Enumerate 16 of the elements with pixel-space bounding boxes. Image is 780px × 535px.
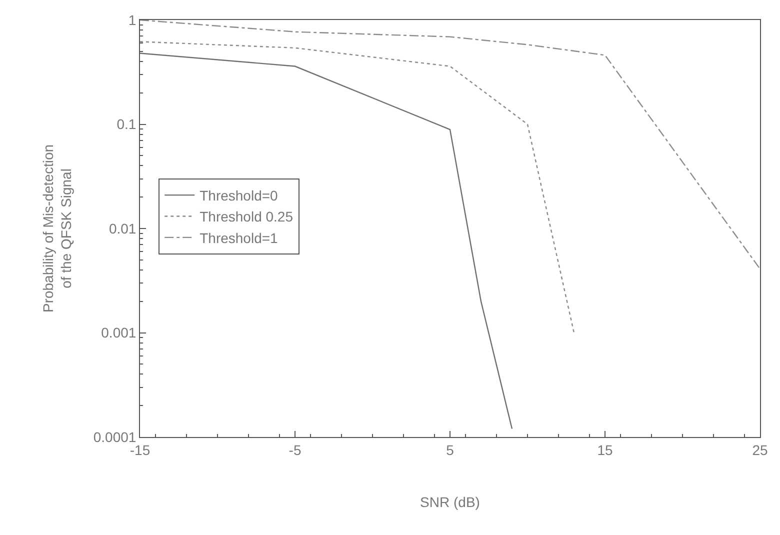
x-tick-label: -5 <box>288 442 302 458</box>
y-tick-label: 1 <box>128 12 136 28</box>
y-tick-label: 0.01 <box>108 220 136 236</box>
y-tick-label: 0.1 <box>116 116 136 132</box>
y-axis-title: Probability of Mis-detection of the QFSK Signal <box>40 144 74 313</box>
legend-label: Threshold=1 <box>200 230 278 246</box>
line-series <box>140 52 513 430</box>
line-series <box>140 41 575 334</box>
legend-label: Threshold=0 <box>200 188 278 204</box>
line-series <box>140 20 760 270</box>
x-tick-label: 5 <box>446 442 454 458</box>
x-tick-label: 15 <box>597 442 613 458</box>
x-axis-title: SNR (dB) <box>420 494 480 510</box>
x-tick-label: 25 <box>752 442 768 458</box>
y-tick-label: 0.001 <box>101 324 136 341</box>
legend-label: Threshold 0.25 <box>200 208 294 225</box>
